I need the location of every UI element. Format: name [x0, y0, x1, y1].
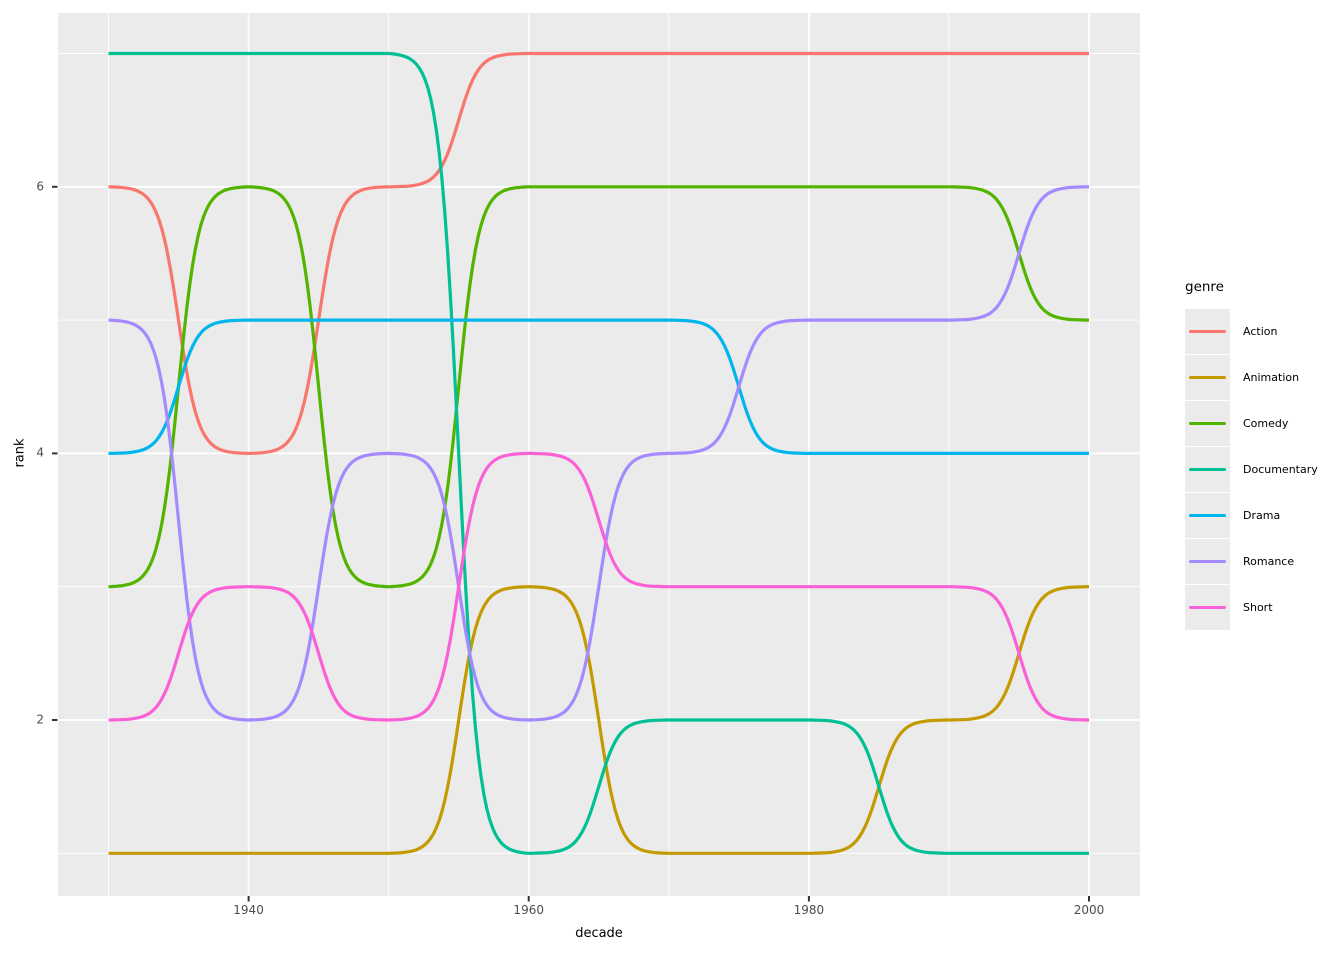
- legend-key-swatch: [1185, 585, 1230, 630]
- bump-line-animation: [108, 585, 1089, 855]
- y-tick-label: 4: [36, 445, 44, 460]
- legend-title: genre: [1185, 279, 1224, 295]
- legend-key-swatch: [1185, 447, 1230, 492]
- legend-label: Comedy: [1243, 417, 1289, 430]
- legend-label: Romance: [1243, 555, 1295, 568]
- legend-row-documentary: Documentary: [1185, 447, 1318, 492]
- legend-row-action: Action: [1185, 309, 1318, 354]
- legend-label: Drama: [1243, 509, 1281, 522]
- legend-key-swatch: [1185, 539, 1230, 584]
- x-axis-title: decade: [575, 926, 623, 941]
- bump-line-comedy: [108, 185, 1089, 589]
- x-tick-label: 1940: [233, 903, 264, 917]
- legend-key-swatch: [1185, 401, 1230, 446]
- legend-row-animation: Animation: [1185, 355, 1318, 400]
- y-tick-label: 2: [36, 712, 44, 727]
- bump-line-documentary: [108, 51, 1089, 855]
- legend-row-romance: Romance: [1185, 539, 1318, 584]
- bump-line-short: [108, 451, 1089, 722]
- legend-line-icon: [1189, 330, 1226, 333]
- bump-line-action: [108, 51, 1089, 455]
- legend-items: Action Animation Comedy Documentary Drama Rom…: [1185, 309, 1318, 630]
- legend-label: Animation: [1243, 371, 1300, 384]
- legend-label: Documentary: [1243, 463, 1318, 476]
- legend-row-comedy: Comedy: [1185, 401, 1318, 446]
- bump-line-romance: [108, 185, 1089, 722]
- y-axis-title: rank: [12, 438, 28, 468]
- legend-key-swatch: [1185, 493, 1230, 538]
- legend-row-short: Short: [1185, 585, 1318, 630]
- legend-row-drama: Drama: [1185, 493, 1318, 538]
- x-tick-label: 2000: [1073, 903, 1105, 917]
- legend-line-icon: [1189, 422, 1226, 425]
- legend: genre Action Animation Comedy Documentary Dr…: [1185, 279, 1318, 631]
- legend-label: Short: [1243, 601, 1273, 614]
- legend-label: Action: [1243, 325, 1278, 338]
- bump-line-drama: [108, 318, 1089, 455]
- legend-line-icon: [1189, 560, 1226, 563]
- legend-line-icon: [1189, 376, 1226, 379]
- legend-line-icon: [1189, 514, 1226, 517]
- legend-key-swatch: [1185, 309, 1230, 354]
- y-tick-label: 6: [36, 179, 44, 194]
- legend-line-icon: [1189, 468, 1226, 471]
- legend-key-swatch: [1185, 355, 1230, 400]
- x-tick-label: 1980: [793, 903, 825, 917]
- x-tick-label: 1960: [513, 903, 544, 917]
- legend-line-icon: [1189, 606, 1226, 609]
